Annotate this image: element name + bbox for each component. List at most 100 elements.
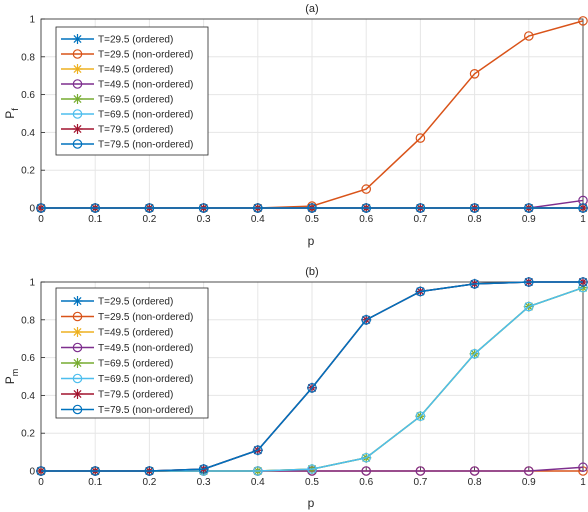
data-point <box>523 277 534 287</box>
data-point <box>307 383 317 393</box>
legend-marker <box>72 404 83 415</box>
legend-entry: T=69.5 (ordered) <box>61 358 173 370</box>
data-point <box>578 466 588 476</box>
legend-label: T=49.5 (non-ordered) <box>98 80 193 91</box>
legend-label: T=79.5 (ordered) <box>98 390 173 401</box>
data-point <box>415 203 426 213</box>
legend: T=29.5 (ordered) T=29.5 (non-ordered) T=49… <box>55 26 209 156</box>
legend-label: T=69.5 (non-ordered) <box>98 374 193 385</box>
data-point <box>469 69 480 79</box>
legend-label: T=79.5 (non-ordered) <box>98 140 193 151</box>
legend-marker <box>72 327 83 337</box>
y-axis-label: Pm <box>3 369 20 385</box>
chart-title: (b) <box>305 266 318 278</box>
legend-marker <box>72 311 83 322</box>
data-point <box>415 133 426 143</box>
x-tick-label: 0.6 <box>359 214 373 225</box>
series-8 <box>36 203 588 213</box>
y-tick-label: 0.2 <box>21 166 35 177</box>
chart-b: 0 0.1 0.2 0.3 0.4 0.5 0.6 0.7 0.8 0.9 1 0 0.2 0.4 0.6 0… <box>3 266 588 510</box>
x-tick-label: 0.5 <box>305 477 319 488</box>
legend-entry: T=79.5 (ordered) <box>61 124 173 136</box>
data-point <box>469 279 480 289</box>
chart-a: 0 0.1 0.2 0.3 0.4 0.5 0.6 0.7 0.8 0.9 1 0 0.2 0.4 0.6 0… <box>3 3 588 248</box>
legend-marker <box>72 139 83 149</box>
legend-marker <box>72 49 83 59</box>
x-tick-label: 0.7 <box>413 477 427 488</box>
x-tick-label: 0.4 <box>251 214 265 225</box>
data-point <box>198 464 209 474</box>
legend-label: T=69.5 (non-ordered) <box>98 110 193 121</box>
data-point <box>361 452 371 463</box>
legend-marker <box>72 296 83 306</box>
x-tick-label: 0.2 <box>142 214 156 225</box>
legend-marker <box>72 342 83 353</box>
y-tick-label: 0 <box>29 204 35 215</box>
data-point <box>578 277 588 287</box>
data-point <box>361 203 371 213</box>
legend-marker <box>72 373 83 384</box>
data-point <box>36 466 46 476</box>
data-point <box>252 445 263 456</box>
series-line <box>41 281 583 472</box>
data-point <box>144 203 155 213</box>
legend-entry: T=29.5 (ordered) <box>61 296 173 308</box>
legend-entry: T=29.5 (ordered) <box>61 34 173 46</box>
legend: T=29.5 (ordered) T=29.5 (non-ordered) T=49… <box>55 287 209 419</box>
legend-entry: T=69.5 (non-ordered) <box>61 373 193 385</box>
legend-label: T=79.5 (ordered) <box>98 125 173 136</box>
data-point <box>578 203 588 213</box>
x-tick-label: 0.8 <box>468 214 482 225</box>
legend-entry: T=29.5 (non-ordered) <box>61 311 193 323</box>
y-axis-label-subscript: m <box>10 369 20 377</box>
y-tick-label: 0.2 <box>21 429 35 440</box>
data-point <box>307 203 317 213</box>
y-axis-label-main: P <box>3 111 17 119</box>
data-point <box>90 203 100 213</box>
x-tick-label: 1 <box>580 214 586 225</box>
data-point <box>469 466 480 476</box>
y-tick-label: 0.8 <box>21 52 35 63</box>
x-tick-label: 1 <box>580 477 586 488</box>
y-tick-label: 0 <box>29 467 35 478</box>
x-tick-label: 0.4 <box>251 477 265 488</box>
legend-entry: T=69.5 (ordered) <box>61 94 173 106</box>
series-8 <box>36 277 588 476</box>
data-point <box>361 184 371 194</box>
x-tick-label: 0 <box>38 477 44 488</box>
data-point <box>361 314 371 325</box>
legend-marker <box>72 124 83 134</box>
x-tick-label: 0.1 <box>88 477 102 488</box>
legend-marker <box>72 389 83 399</box>
legend-marker <box>72 34 83 44</box>
data-point <box>307 464 317 474</box>
y-tick-label: 0.4 <box>21 128 35 139</box>
y-tick-label: 0.6 <box>21 90 35 101</box>
data-point <box>578 16 588 26</box>
data-point <box>252 466 263 476</box>
x-tick-label: 0.9 <box>522 477 536 488</box>
legend-label: T=29.5 (non-ordered) <box>98 50 193 61</box>
x-tick-label: 0 <box>38 214 44 225</box>
legend-entry: T=79.5 (non-ordered) <box>61 139 193 151</box>
x-axis-label: p <box>308 496 315 510</box>
data-point <box>523 301 534 312</box>
x-tick-label: 0.6 <box>359 477 373 488</box>
y-tick-label: 0.6 <box>21 353 35 364</box>
legend-label: T=29.5 (ordered) <box>98 35 173 46</box>
data-point <box>469 349 480 359</box>
legend-entry: T=79.5 (ordered) <box>61 389 173 401</box>
legend-label: T=29.5 (ordered) <box>98 297 173 308</box>
legend-box <box>55 26 209 156</box>
data-point <box>578 462 588 473</box>
x-tick-label: 0.7 <box>413 214 427 225</box>
y-axis-label: Pf <box>3 108 20 119</box>
x-tick-label: 0.9 <box>522 214 536 225</box>
data-point <box>252 203 263 213</box>
data-point <box>415 411 426 421</box>
legend-label: T=69.5 (ordered) <box>98 95 173 106</box>
y-tick-label: 0.8 <box>21 315 35 326</box>
x-tick-label: 0.2 <box>142 477 156 488</box>
x-tick-label: 0.5 <box>305 214 319 225</box>
